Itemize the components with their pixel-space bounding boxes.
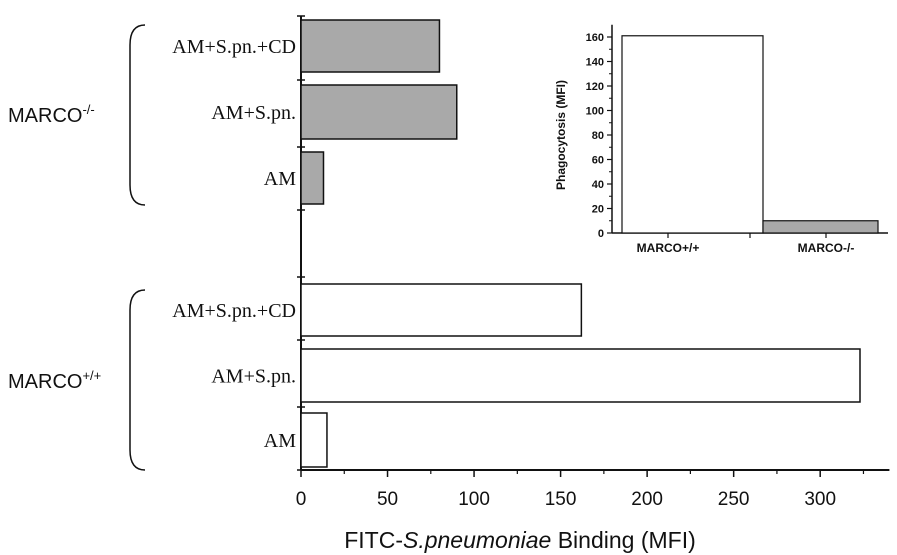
inset-y-tick-label: 100	[586, 106, 604, 118]
x-axis-label: FITC-S.pneumoniae Binding (MFI)	[344, 527, 696, 553]
category-label: AM+S.pn.+CD	[172, 300, 296, 322]
x-tick-label: 200	[631, 489, 663, 510]
inset-category-label: MARCO+/+	[637, 241, 700, 255]
category-label: AM+S.pn.	[211, 102, 296, 124]
bar-MARCO-/--AM+S.pn.+CD	[300, 19, 441, 73]
inset-y-tick-label: 120	[586, 81, 604, 93]
category-label: AM	[264, 430, 296, 452]
main-x-tick-labels: 0 50 100 150 200 250 300	[296, 489, 836, 510]
x-tick-label: 50	[377, 489, 398, 510]
main-group-labels: MARCO-/- MARCO+/+	[8, 24, 146, 471]
group-brace	[129, 289, 146, 471]
bar-MARCO-/--AM	[300, 151, 325, 205]
inset-bar-chart: 0 20 40 60 80 100 120 140 160 MARCO+/+ MARCO-/- P…	[554, 24, 888, 255]
bar-MARCO-/--AM+S.pn.	[300, 84, 458, 140]
category-label: AM+S.pn.	[211, 366, 296, 388]
inset-y-tick-label: 60	[592, 155, 604, 167]
bar-MARCO+/+-AM	[300, 412, 328, 468]
inset-y-tick-label: 20	[592, 204, 604, 216]
category-label: AM+S.pn.+CD	[172, 36, 296, 58]
inset-category-label: MARCO-/-	[798, 241, 855, 255]
x-tick-label: 300	[804, 489, 836, 510]
inset-y-tick-label: 40	[592, 179, 604, 191]
inset-y-tick-label: 0	[598, 228, 604, 240]
main-category-labels: AM+S.pn.+CD AM+S.pn. AM AM+S.pn.+CD AM+S.pn.…	[172, 36, 296, 452]
x-tick-label: 100	[458, 489, 490, 510]
inset-bar-MARCO+/+	[621, 35, 764, 234]
group-label: MARCO-/-	[8, 102, 95, 127]
inset-bars	[621, 35, 879, 234]
inset-y-tick-label: 160	[586, 32, 604, 44]
inset-y-axis-label: Phagocytosis (MFI)	[554, 80, 568, 190]
main-bars	[300, 19, 861, 468]
inset-y-tick-label: 140	[586, 57, 604, 69]
x-tick-label: 250	[718, 489, 750, 510]
group-brace	[129, 24, 146, 206]
bar-MARCO+/+-AM+S.pn.+CD	[300, 283, 583, 337]
category-label: AM	[264, 168, 296, 190]
main-bar-chart: AM+S.pn.+CD AM+S.pn. AM AM+S.pn.+CD AM+S.pn.…	[8, 15, 890, 553]
x-tick-label: 0	[296, 489, 307, 510]
inset-category-labels: MARCO+/+ MARCO-/-	[637, 241, 855, 255]
inset-bar-MARCO-/-	[762, 220, 879, 234]
bar-MARCO+/+-AM+S.pn.	[300, 348, 861, 403]
group-label: MARCO+/+	[8, 368, 101, 393]
x-tick-label: 150	[545, 489, 577, 510]
inset-y-tick-labels: 0 20 40 60 80 100 120 140 160	[586, 32, 604, 240]
inset-y-tick-label: 80	[592, 130, 604, 142]
